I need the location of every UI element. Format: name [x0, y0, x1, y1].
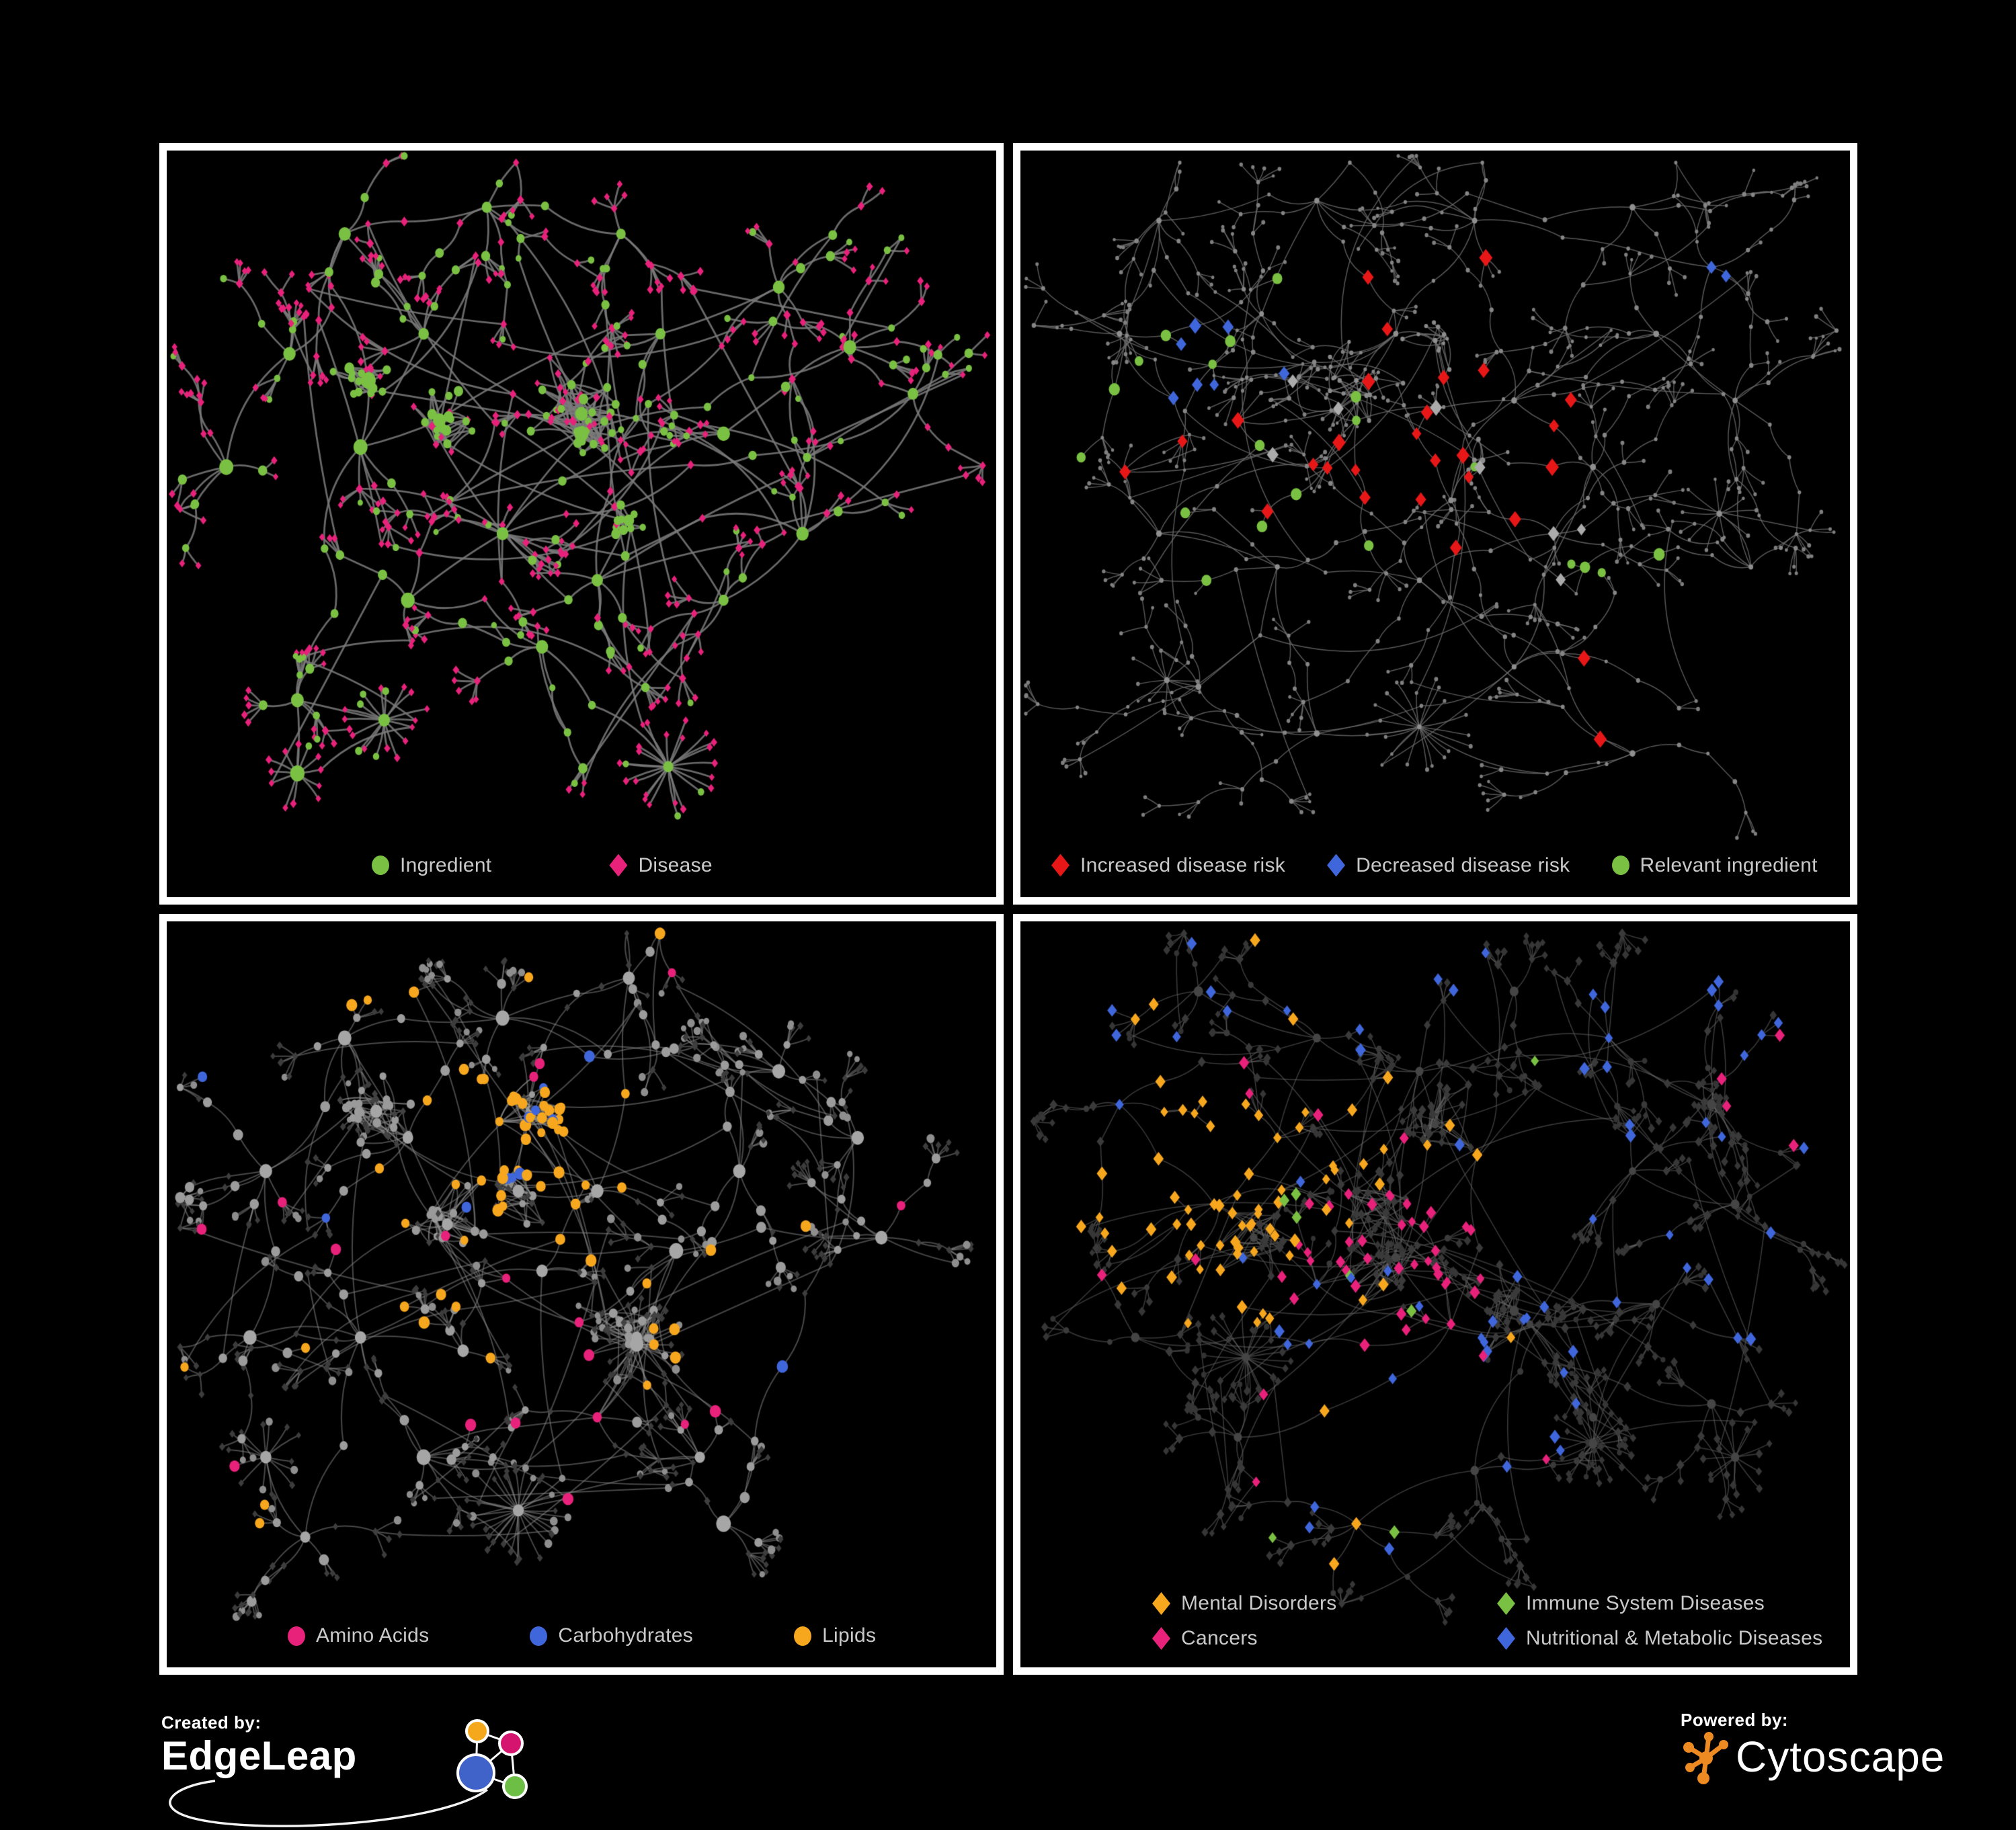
- diamond-marker-icon: [1497, 1627, 1515, 1650]
- legend-label: Disease: [638, 854, 713, 876]
- edgeleap-credit: Created by: EdgeLeap: [161, 1712, 538, 1827]
- legend-label: Immune System Diseases: [1526, 1592, 1765, 1614]
- legend-item: Cancers: [1152, 1627, 1497, 1650]
- legend-label: Ingredient: [400, 854, 492, 876]
- legend-label: Increased disease risk: [1080, 854, 1286, 876]
- cytoscape-logo: [1683, 1732, 1728, 1784]
- panel-disease-risk: Increased disease risk Decreased disease …: [1013, 143, 1857, 905]
- cytoscape-credit: Powered by: Cytoscape: [1681, 1710, 1963, 1811]
- diamond-marker-icon: [1051, 854, 1070, 877]
- legend-item: Relevant ingredient: [1611, 854, 1818, 877]
- legend-item: Disease: [609, 854, 713, 877]
- cytoscape-wordmark: Cytoscape: [1736, 1733, 1945, 1781]
- edgeleap-wordmark: EdgeLeap: [161, 1733, 357, 1778]
- circle-marker-icon: [372, 856, 389, 875]
- legend-item: Immune System Diseases: [1497, 1592, 1822, 1615]
- circle-marker-icon: [288, 1626, 305, 1646]
- legend-label: Mental Disorders: [1181, 1592, 1337, 1614]
- network-compound-classes: [167, 921, 996, 1667]
- network-disease-risk: [1020, 151, 1850, 897]
- legend-label: Lipids: [822, 1624, 877, 1647]
- legend-label: Carbohydrates: [558, 1624, 694, 1647]
- legend-label: Nutritional & Metabolic Diseases: [1526, 1627, 1823, 1649]
- legend-ingredient-disease: Ingredient Disease: [167, 854, 996, 877]
- legend-disease-risk: Increased disease risk Decreased disease …: [1020, 854, 1850, 877]
- circle-marker-icon: [530, 1626, 548, 1646]
- panel-ingredient-disease: Ingredient Disease: [159, 143, 1004, 905]
- legend-item: Carbohydrates: [530, 1624, 693, 1647]
- legend-label: Relevant ingredient: [1640, 854, 1818, 876]
- legend-item: Increased disease risk: [1051, 854, 1285, 877]
- diamond-marker-icon: [1152, 1627, 1170, 1650]
- diamond-marker-icon: [1497, 1592, 1515, 1615]
- panel-disease-categories: Mental Disorders Cancers Immune System Dis…: [1013, 913, 1857, 1675]
- legend-item: Mental Disorders: [1152, 1592, 1497, 1615]
- legend-item: Nutritional & Metabolic Diseases: [1497, 1627, 1822, 1650]
- diamond-marker-icon: [1327, 854, 1346, 877]
- network-ingredient-disease: [167, 151, 996, 897]
- network-disease-categories: [1020, 921, 1850, 1667]
- figure-grid: Ingredient Disease Increased disease risk…: [159, 143, 1857, 1675]
- circle-marker-icon: [794, 1626, 812, 1646]
- legend-compound-classes: Amino Acids Carbohydrates Lipids: [167, 1624, 996, 1647]
- powered-by-label: Powered by:: [1681, 1710, 1789, 1730]
- diamond-marker-icon: [609, 854, 628, 877]
- created-by-label: Created by:: [161, 1712, 261, 1733]
- legend-item: Amino Acids: [288, 1624, 429, 1647]
- legend-label: Cancers: [1181, 1627, 1258, 1649]
- legend-item: Lipids: [794, 1624, 876, 1647]
- legend-label: Amino Acids: [316, 1624, 430, 1647]
- circle-marker-icon: [1611, 856, 1629, 875]
- legend-item: Decreased disease risk: [1327, 854, 1570, 877]
- legend-disease-categories: Mental Disorders Cancers Immune System Dis…: [1152, 1592, 1822, 1650]
- panel-compound-classes: Amino Acids Carbohydrates Lipids: [159, 913, 1004, 1675]
- diamond-marker-icon: [1152, 1592, 1170, 1615]
- legend-item: Ingredient: [372, 854, 491, 877]
- legend-label: Decreased disease risk: [1356, 854, 1570, 876]
